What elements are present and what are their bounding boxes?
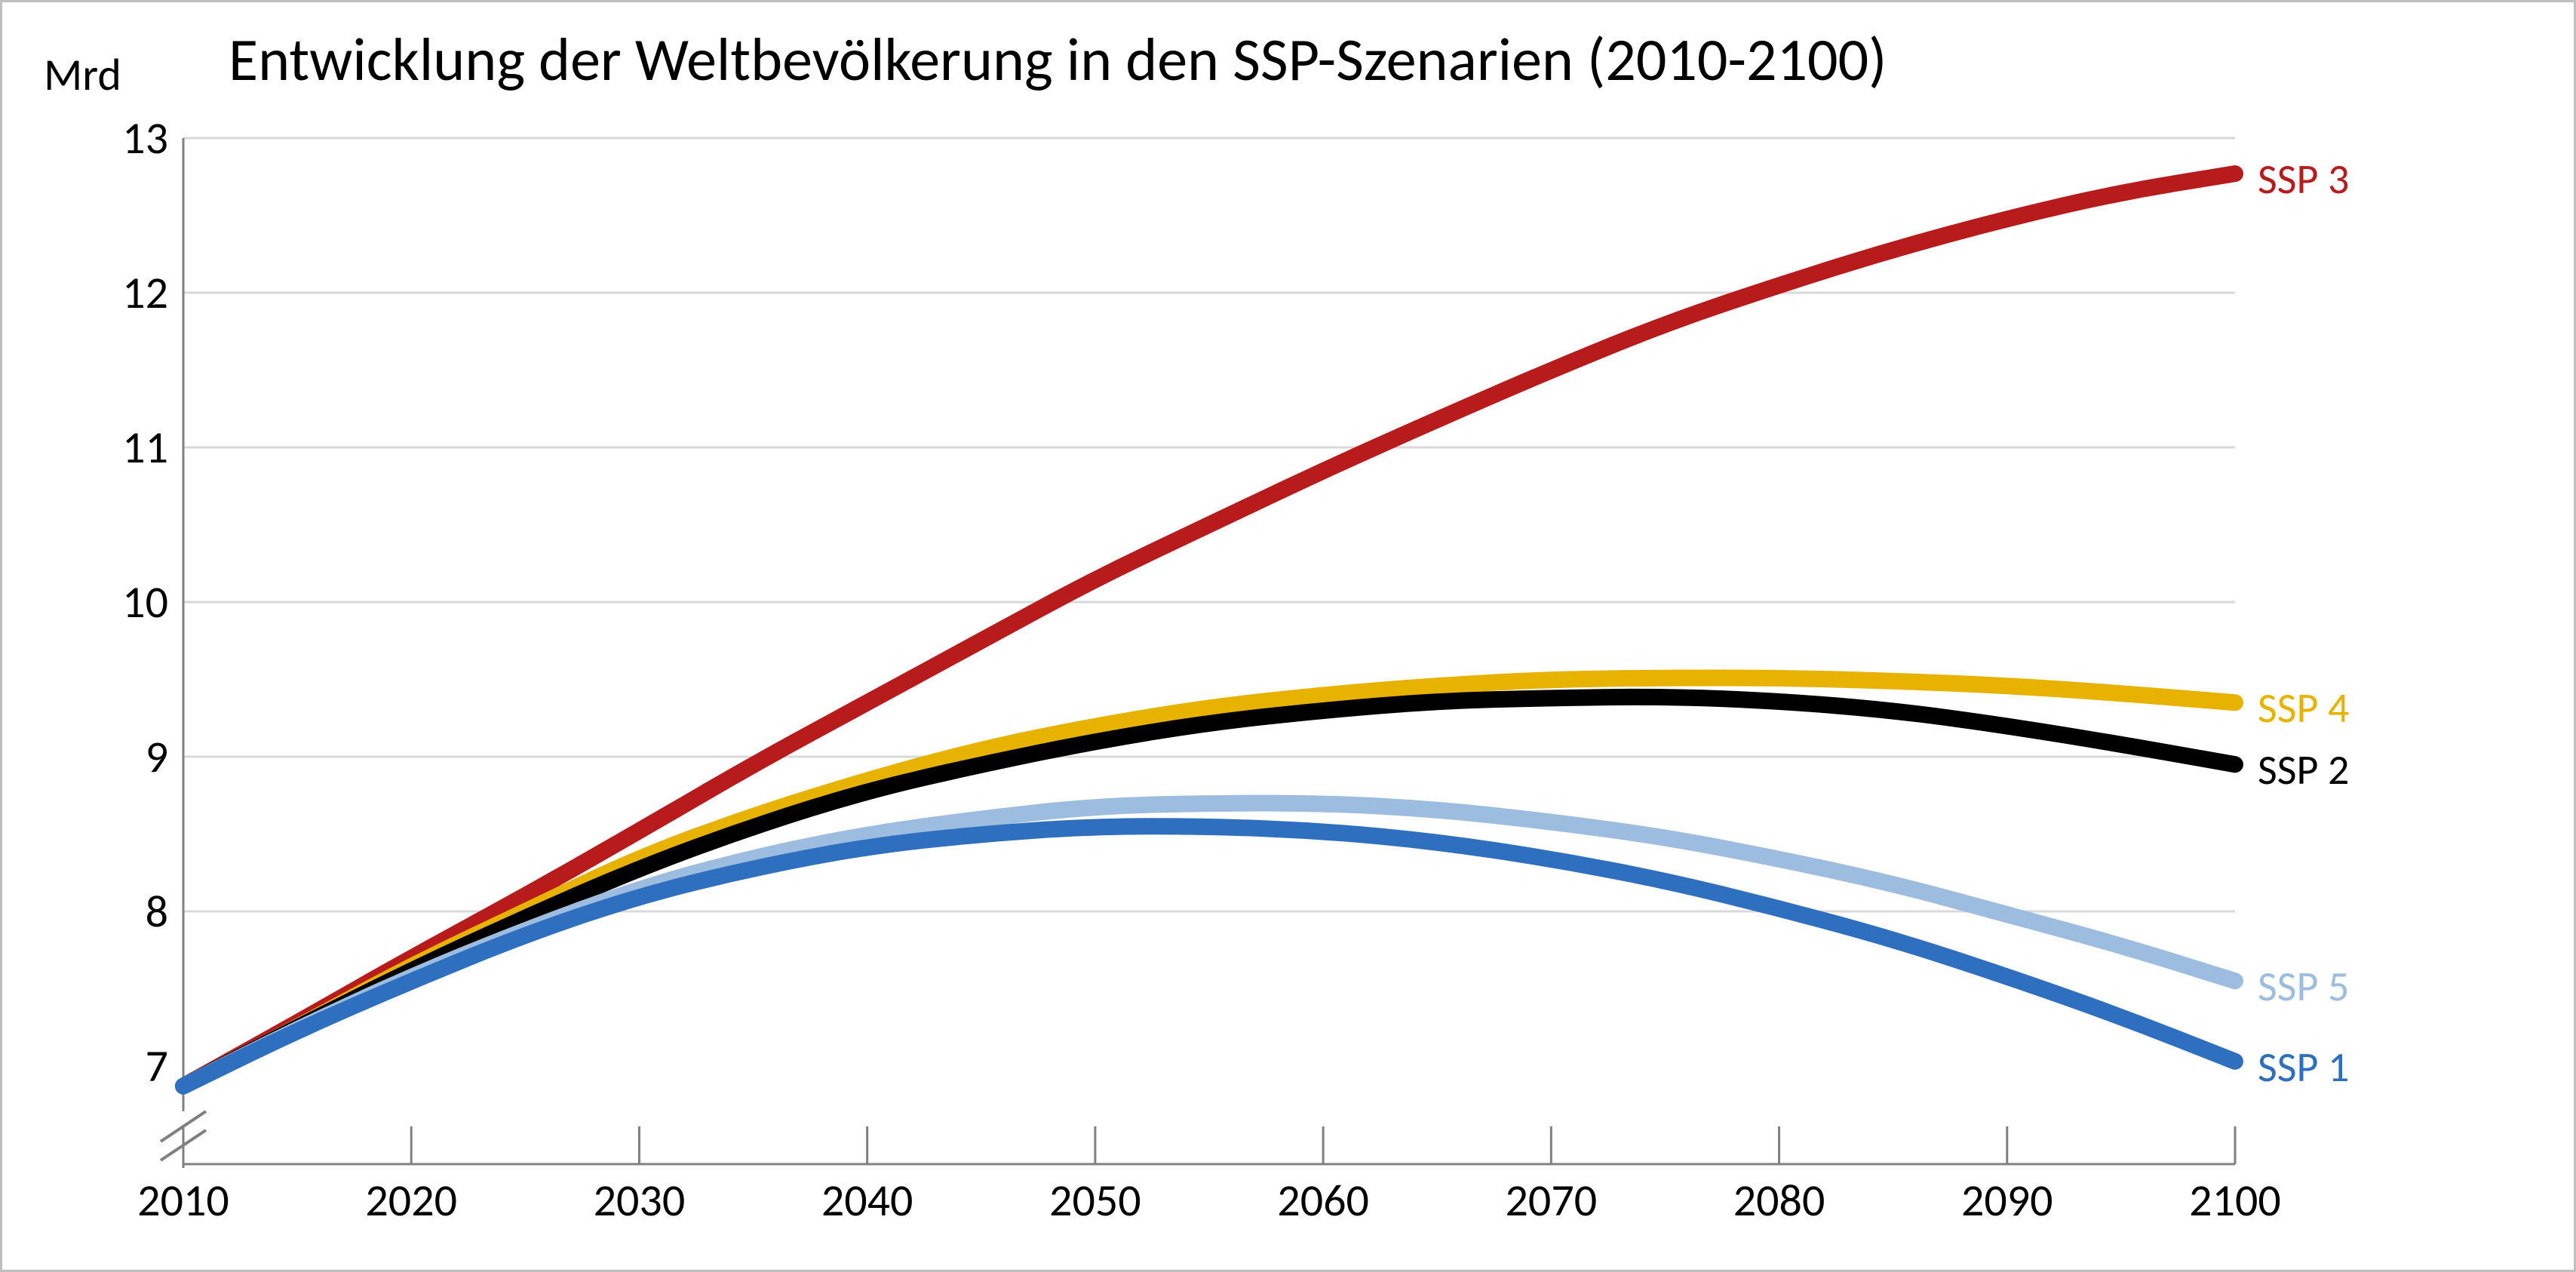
x-tick-label: 2080 [1719, 1173, 1840, 1228]
y-tick-label: 10 [85, 575, 168, 630]
x-tick-label: 2040 [807, 1173, 928, 1228]
line-chart-svg [2, 2, 2574, 1270]
x-tick-label: 2070 [1491, 1173, 1611, 1228]
x-tick-label: 2060 [1263, 1173, 1383, 1228]
series-label-ssp 4: SSP 4 [2258, 683, 2349, 734]
y-tick-label: 13 [85, 111, 168, 166]
x-tick-label: 2100 [2175, 1173, 2295, 1228]
y-tick-label: 12 [85, 266, 168, 321]
series-label-ssp 1: SSP 1 [2258, 1042, 2349, 1093]
x-tick-label: 2020 [351, 1173, 471, 1228]
series-label-ssp 3: SSP 3 [2258, 154, 2349, 205]
x-tick-label: 2050 [1035, 1173, 1156, 1228]
y-tick-label: 8 [85, 884, 168, 939]
y-tick-label: 9 [85, 730, 168, 785]
series-line-ssp 1 [183, 826, 2235, 1086]
y-tick-label: 11 [85, 420, 168, 475]
series-label-ssp 5: SSP 5 [2258, 961, 2349, 1012]
x-tick-label: 2010 [123, 1173, 244, 1228]
x-tick-label: 2030 [579, 1173, 699, 1228]
series-line-ssp 4 [183, 677, 2235, 1086]
y-tick-label: 7 [85, 1039, 168, 1094]
x-tick-label: 2090 [1947, 1173, 2068, 1228]
series-label-ssp 2: SSP 2 [2258, 745, 2349, 796]
chart-container: Entwicklung der Weltbevölkerung in den S… [0, 0, 2576, 1272]
